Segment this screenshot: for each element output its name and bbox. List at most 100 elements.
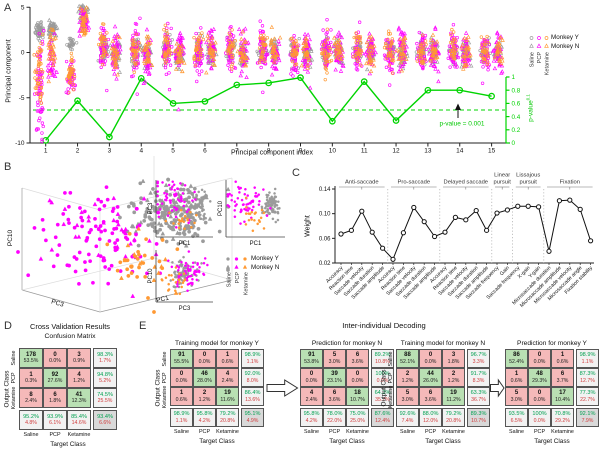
cell-count: 3 — [451, 352, 456, 359]
cell-percent: 2.4% — [305, 396, 318, 403]
col-summary-cell: 98.9% 1.1% — [170, 408, 193, 427]
confusion-cell: 5 3.0% — [396, 387, 419, 406]
weight-marker — [421, 219, 427, 225]
col-summary-cell: 93.9% 6.1% — [43, 410, 67, 430]
legend-a-group-label: Saline — [530, 52, 536, 67]
target-class-tick: PCP — [424, 429, 437, 435]
cell-count: 178 — [25, 351, 36, 358]
target-class-tick: Saline — [400, 429, 415, 435]
panel-a-right-ytick: 0 — [512, 140, 516, 147]
weight-marker — [463, 217, 469, 223]
decode-arrow-icon — [266, 379, 299, 397]
cell-percent: 53.8% — [304, 358, 319, 365]
legend-b-group-label: Ketamine — [244, 272, 250, 295]
cell-percent: 2.4% — [25, 398, 37, 404]
col-summary-cell: 85.4% 14.6% — [67, 410, 91, 430]
matrix-title: Prediction for monkey N — [311, 340, 383, 347]
confusion-cell: 2 1.2% — [442, 368, 465, 387]
col-summary-cell: 93.5% 6.5% — [505, 408, 528, 427]
confusion-cell: 19 11.2% — [442, 387, 465, 406]
weight-marker — [348, 227, 354, 233]
summary-good: 96.7% — [470, 352, 487, 359]
col-summary-cell: 95.8% 4.2% — [300, 408, 323, 427]
cell-count: 1 — [514, 371, 519, 378]
cell-count: 91 — [308, 352, 315, 359]
confusion-cell: 46 28.0% — [193, 368, 216, 387]
row-summary-cell: 86.4% 13.6% — [241, 387, 264, 406]
panel-c-letter: C — [292, 167, 301, 179]
cell-count: 19 — [224, 390, 231, 397]
confusion-cell: 88 52.1% — [396, 349, 419, 368]
total-cell: 95.1% 4.9% — [241, 408, 264, 427]
subplot-ylabel: PC3 — [148, 202, 154, 214]
cell-percent: 0.9% — [73, 358, 85, 364]
target-axis-label: Target Class — [329, 438, 365, 445]
row-summary-cell: 96.7% 3.3% — [467, 349, 490, 368]
target-class-tick: PCP — [49, 432, 61, 438]
summary-good: 93.5% — [508, 411, 525, 418]
total-cell: 89.3% 10.7% — [467, 408, 490, 427]
panel-a-xtick: 7 — [235, 148, 239, 155]
cell-count: 39 — [331, 371, 338, 378]
cell-count: 5 — [514, 390, 519, 397]
cell-percent: 0.6% — [556, 358, 569, 365]
panel-c-ylabel: Weight — [304, 215, 312, 237]
confusion-cell: 18 10.7% — [346, 387, 369, 406]
cell-percent: 3.0% — [328, 358, 341, 365]
cell-count: 86 — [513, 352, 520, 359]
confusion-cell: 0 0.0% — [193, 349, 216, 368]
summary-bad: 14.6% — [71, 420, 87, 426]
cell-percent: 29.3% — [532, 377, 547, 384]
cell-count: 6 — [428, 390, 433, 397]
col-summary-cell: 92.6% 7.4% — [396, 408, 419, 427]
summary-good: 98.3% — [97, 351, 113, 358]
summary-good: 78.0% — [326, 411, 343, 418]
target-class-tick: Ketamine — [346, 429, 369, 435]
weight-marker — [432, 233, 438, 240]
summary-bad: 4.2% — [305, 417, 318, 424]
summary-good: 87.3% — [579, 371, 596, 378]
weight-marker — [536, 204, 542, 210]
output-axis-label: Output Class — [154, 369, 162, 407]
panel-c-ytick: 0.10 — [319, 212, 331, 218]
pvalue-marker — [74, 97, 81, 105]
target-class-tick: Saline — [509, 429, 524, 435]
weight-marker — [473, 207, 479, 214]
summary-good: 92.6% — [399, 411, 416, 418]
cell-count: 2 — [451, 371, 456, 378]
panel-b-subplot: PC1 PC3 — [148, 180, 213, 247]
weight-marker — [515, 203, 521, 209]
weight-marker — [546, 248, 552, 254]
cell-count: 0 — [537, 390, 542, 397]
cell-percent: 1.2% — [198, 396, 211, 403]
cell-count: 2 — [405, 371, 410, 378]
weight-marker — [442, 229, 448, 235]
subplot-xlabel: PC1 — [250, 241, 262, 247]
subplot-xlabel: PC3 — [179, 306, 191, 312]
confusion-cell: 17 10.4% — [551, 387, 574, 406]
confusion-cell: 5 3.0% — [323, 349, 346, 368]
cell-percent: 3.6% — [351, 358, 364, 365]
summary-bad: 1.7% — [99, 358, 111, 364]
cell-percent: 1.2% — [447, 377, 460, 384]
weight-marker — [369, 229, 375, 235]
output-class-tick: Saline — [388, 351, 394, 366]
col-summary-cell: 78.0% 22.0% — [323, 408, 346, 427]
panel-a-xtick: 12 — [392, 148, 400, 155]
panel-a-xtick: 13 — [424, 148, 432, 155]
matrix-title: Training model for monkey N — [400, 340, 486, 347]
weight-line — [340, 199, 592, 261]
weight-marker — [494, 210, 500, 216]
panel-a: 50-5-101 2 3 4 5 6 7 8 9 10 11 12 13 14 1500.20.40.60.… — [15, 4, 521, 154]
weight-marker — [359, 208, 365, 214]
cell-percent: 11.6% — [220, 396, 235, 403]
confusion-cell: 19 11.6% — [216, 387, 239, 406]
decode-arrow-icon — [490, 378, 505, 398]
panel-a-xtick: 3 — [108, 148, 112, 155]
panel-a-xtick: 11 — [361, 148, 368, 155]
cell-percent: 0.3% — [25, 378, 37, 384]
cell-percent: 0.6% — [510, 377, 523, 384]
summary-good: 94.8% — [97, 371, 113, 378]
